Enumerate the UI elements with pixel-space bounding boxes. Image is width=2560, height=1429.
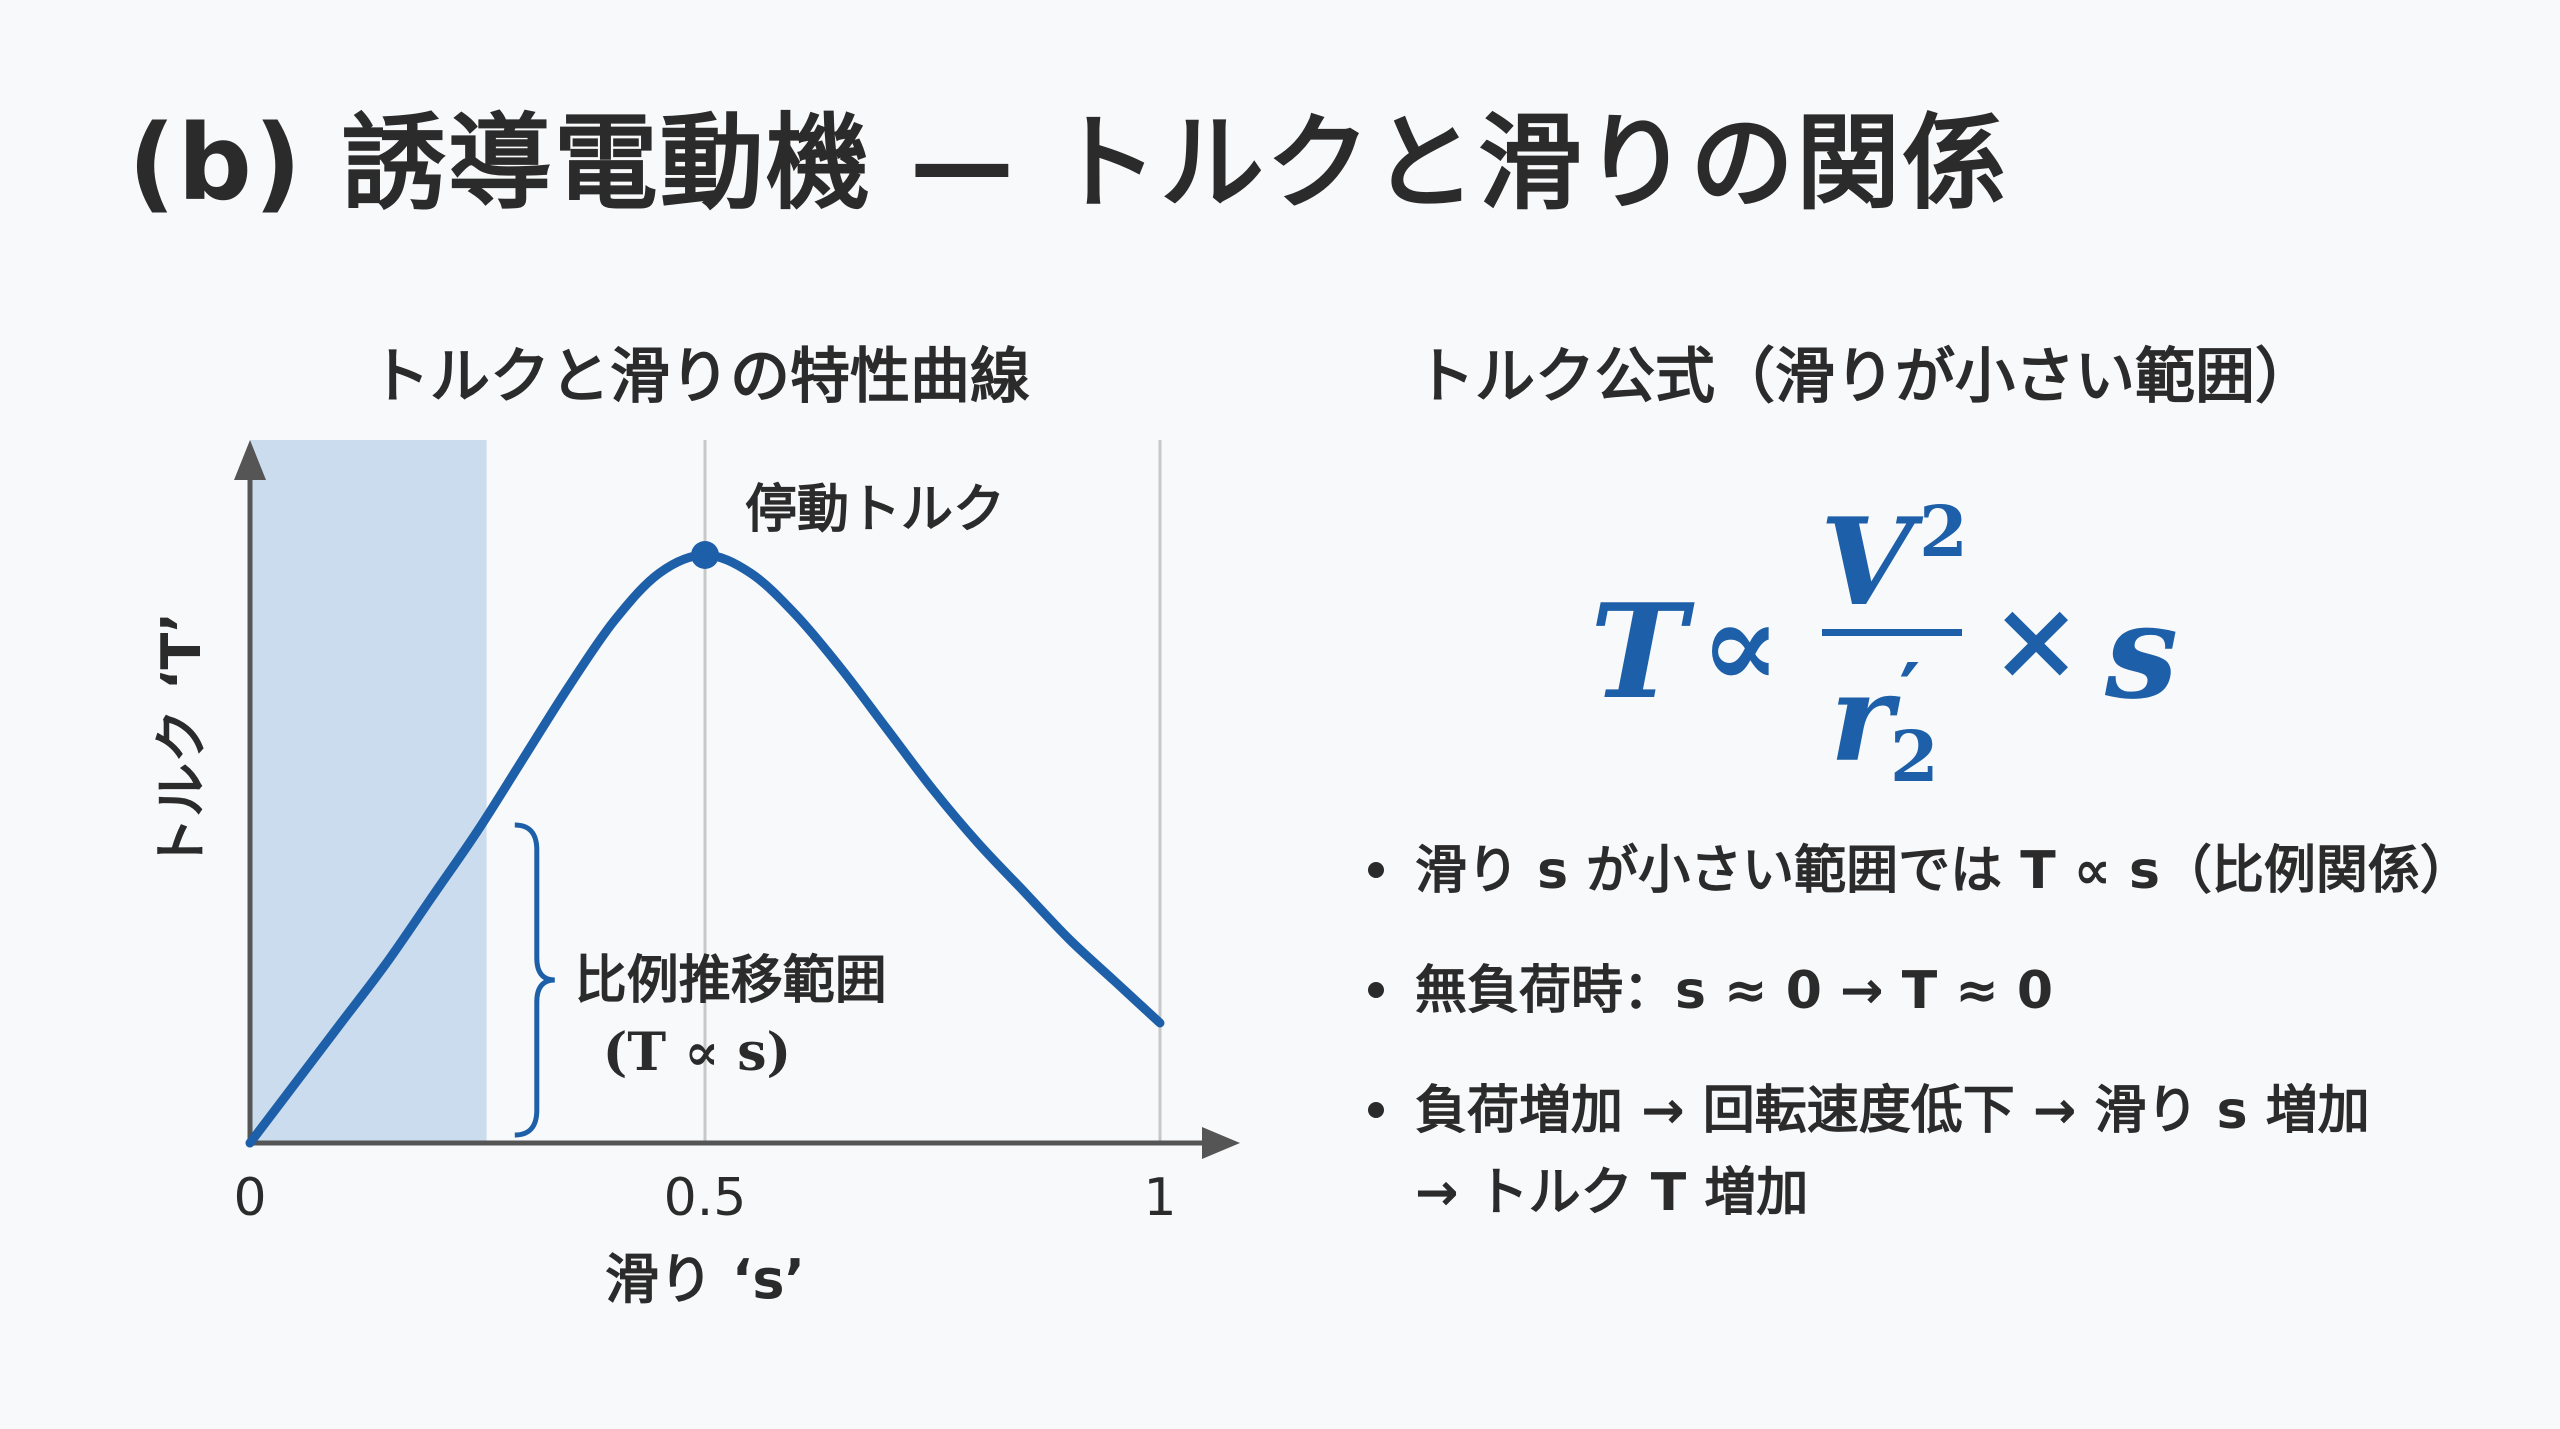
- formula-denominator-base: r: [1830, 648, 1894, 789]
- formula-denominator-sub: 2: [1890, 715, 1939, 798]
- x-axis-label: 滑り ‘s’: [605, 1248, 805, 1311]
- formula-times: ×: [1990, 575, 2083, 704]
- fraction-bar: [1822, 629, 1962, 636]
- page-title: (b) 誘導電動機 — トルクと滑りの関係: [128, 102, 2009, 224]
- bullet-text: 無負荷時：s ≈ 0 → T ≈ 0: [1415, 961, 2054, 1021]
- list-item: 滑り s が小さい範囲では T ∝ s（比例関係）: [1360, 830, 2472, 912]
- list-item: 負荷増加 → 回転速度低下 → 滑り s 増加 → トルク T 増加: [1360, 1070, 2472, 1234]
- bullet-text-continued: → トルク T 増加: [1415, 1163, 1809, 1223]
- chart-title: トルクと滑りの特性曲線: [370, 342, 1030, 412]
- formula-denominator: r′ 2: [1830, 645, 1939, 798]
- x-tick-label: 0.5: [664, 1168, 747, 1228]
- formula-rhs: s: [2105, 575, 2179, 728]
- formula-numerator-exp: 2: [1919, 490, 1968, 573]
- bullet-text: 滑り s が小さい範囲では T ∝ s（比例関係）: [1415, 841, 2472, 901]
- x-tick-label: 0: [233, 1168, 266, 1228]
- bullet-text: 負荷増加 → 回転速度低下 → 滑り s 増加: [1415, 1081, 2370, 1141]
- peak-label: 停動トルク: [745, 480, 1005, 540]
- list-item: 無負荷時：s ≈ 0 → T ≈ 0: [1360, 950, 2472, 1032]
- formula-numerator: V2: [1820, 490, 1968, 633]
- formula-title: トルク公式（滑りが小さい範囲）: [1415, 342, 2315, 412]
- y-axis-arrow-icon: [234, 440, 266, 480]
- formula-lhs: T: [1590, 575, 1687, 728]
- proportional-region-shade: [250, 440, 487, 1143]
- peak-point: [691, 541, 719, 569]
- formula-denominator-prime: ′: [1899, 645, 1921, 739]
- x-axis-arrow-icon: [1202, 1127, 1240, 1159]
- formula-relation: ∝: [1700, 575, 1781, 716]
- bracket-label: 比例推移範囲: [575, 951, 887, 1011]
- bullet-list: 滑り s が小さい範囲では T ∝ s（比例関係） 無負荷時：s ≈ 0 → T…: [1360, 830, 2472, 1272]
- torque-formula: T ∝ V2 r′ 2 × s: [1590, 480, 2190, 800]
- proportional-bracket: [514, 822, 555, 1138]
- y-axis-label: トルク ‘T’: [150, 612, 213, 871]
- formula-numerator-base: V: [1820, 492, 1914, 633]
- x-tick-label: 1: [1143, 1168, 1176, 1228]
- bracket-label-formula: (T ∝ s): [603, 1022, 791, 1083]
